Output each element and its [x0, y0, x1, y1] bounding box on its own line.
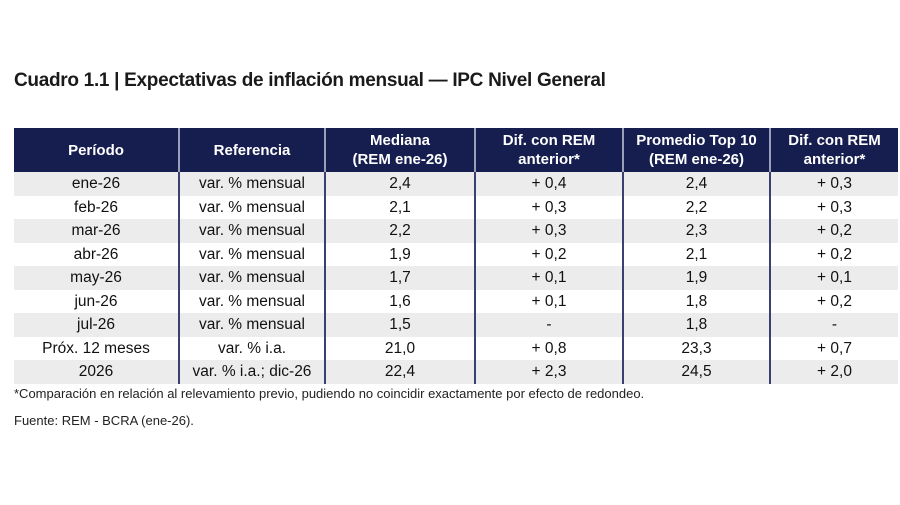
column-header-line: (REM ene-26) [352, 151, 448, 168]
cell-periodo: may-26 [14, 266, 179, 290]
cell-dif-top10: + 0,1 [769, 266, 898, 290]
cell-dif-mediana: + 0,1 [474, 266, 623, 290]
cell-periodo: jun-26 [74, 292, 118, 310]
cell-dif-top10: + 0,3 [769, 195, 898, 219]
cell-dif-top10: + 0,7 [769, 336, 898, 360]
cell-promedio-top10: 24,5 [622, 360, 770, 384]
inflation-expectations-table: Período Referencia Mediana (REM ene-26) Dif.… [14, 128, 898, 384]
cell-dif-top10: + 2,0 [769, 360, 898, 384]
cell-dif-mediana: + 0,3 [474, 219, 623, 243]
table-row: may-26 var. % mensual 1,7 + 0,1 1,9 + 0,1 [14, 266, 898, 290]
cell-referencia: var. % mensual [178, 242, 325, 266]
table-title: Cuadro 1.1 | Expectativas de inflación m… [14, 70, 606, 91]
cell-dif-mediana: + 0,8 [474, 336, 623, 360]
table-row: ene-26 var. % mensual 2,4 + 0,4 2,4 + 0,3 [14, 172, 898, 196]
cell-promedio-top10: 2,2 [622, 195, 770, 219]
cell-referencia: var. % mensual [178, 195, 325, 219]
cell-promedio-top10: 1,9 [622, 266, 770, 290]
cell-mediana: 21,0 [324, 336, 475, 360]
column-header-referencia: Referencia [178, 128, 325, 172]
column-header-dif-mediana: Dif. con REM anterior* [474, 128, 623, 172]
table-row: abr-26 var. % mensual 1,9 + 0,2 2,1 + 0,2 [14, 242, 898, 266]
footnote: *Comparación en relación al relevamiento… [14, 386, 645, 401]
column-header-periodo: Período [14, 128, 179, 172]
cell-mediana: 1,9 [324, 242, 475, 266]
column-header-dif-top10: Dif. con REM anterior* [769, 128, 898, 172]
cell-mediana: 22,4 [324, 360, 475, 384]
column-header-mediana: Mediana (REM ene-26) [324, 128, 475, 172]
cell-dif-mediana: + 2,3 [474, 360, 623, 384]
cell-dif-top10: + 0,2 [769, 219, 898, 243]
cell-promedio-top10: 23,3 [622, 336, 770, 360]
cell-referencia: var. % mensual [178, 266, 325, 290]
cell-periodo: 2026 [14, 360, 179, 384]
cell-mediana: 2,4 [324, 172, 475, 196]
cell-periodo: feb-26 [74, 198, 118, 216]
cell-promedio-top10: 1,8 [622, 289, 770, 313]
cell-periodo: jul-26 [14, 313, 179, 337]
cell-dif-top10: - [769, 313, 898, 337]
cell-dif-mediana: + 0,4 [474, 172, 623, 196]
cell-dif-top10: + 0,2 [769, 289, 898, 313]
cell-periodo: ene-26 [14, 172, 179, 196]
column-header-line: Dif. con REM [788, 132, 881, 149]
cell-mediana: 1,7 [324, 266, 475, 290]
cell-dif-top10: + 0,2 [769, 242, 898, 266]
cell-mediana: 2,1 [324, 195, 475, 219]
cell-periodo: mar-26 [14, 219, 179, 243]
cell-promedio-top10: 2,3 [622, 219, 770, 243]
cell-referencia: var. % mensual [178, 172, 325, 196]
column-header-line: Referencia [213, 141, 291, 159]
cell-referencia: var. % mensual [178, 313, 325, 337]
cell-referencia: var. % mensual [178, 219, 325, 243]
column-header-line: Mediana [369, 132, 430, 149]
cell-referencia: var. % i.a.; dic-26 [178, 360, 325, 384]
cell-dif-mediana: + 0,2 [474, 242, 623, 266]
cell-mediana: 2,2 [324, 219, 475, 243]
cell-periodo: abr-26 [73, 245, 119, 263]
source-note: Fuente: REM - BCRA (ene-26). [14, 413, 194, 428]
table-row: Próx. 12 meses var. % i.a. 21,0 + 0,8 23,3 + … [14, 336, 898, 360]
column-header-promedio-top10: Promedio Top 10 (REM ene-26) [622, 128, 770, 172]
cell-mediana: 1,5 [324, 313, 475, 337]
cell-dif-top10: + 0,3 [769, 172, 898, 196]
cell-periodo: Próx. 12 meses [42, 339, 150, 357]
cell-referencia: var. % i.a. [178, 336, 325, 360]
table-row: jul-26 var. % mensual 1,5-1,8- [14, 313, 898, 337]
column-header-line: anterior* [803, 151, 866, 168]
column-header-line: Promedio Top 10 [636, 132, 757, 149]
cell-mediana: 1,6 [324, 289, 475, 313]
cell-dif-mediana: + 0,1 [474, 289, 623, 313]
column-header-line: Período [68, 141, 124, 159]
column-header-line: Dif. con REM [502, 132, 596, 149]
cell-promedio-top10: 1,8 [622, 313, 770, 337]
table-row: mar-26 var. % mensual 2,2 + 0,3 2,3 + 0,2 [14, 219, 898, 243]
cell-referencia: var. % mensual [178, 289, 325, 313]
table-row: jun-26 var. % mensual 1,6 + 0,1 1,8 + 0,2 [14, 289, 898, 313]
table-row: 2026 var. % i.a.; dic-26 22,4 + 2,3 24,5 + 2,… [14, 360, 898, 384]
table-body: ene-26 var. % mensual 2,4 + 0,4 2,4 + 0,3 feb-… [14, 172, 898, 384]
cell-promedio-top10: 2,1 [622, 242, 770, 266]
column-header-line: anterior* [518, 151, 580, 168]
header-row: Período Referencia Mediana (REM ene-26) Dif.… [14, 128, 898, 172]
cell-dif-mediana: + 0,3 [474, 195, 623, 219]
cell-dif-mediana: - [474, 313, 623, 337]
column-header-line: (REM ene-26) [648, 151, 745, 168]
cell-promedio-top10: 2,4 [622, 172, 770, 196]
table-row: feb-26 var. % mensual 2,1 + 0,3 2,2 + 0,3 [14, 195, 898, 219]
